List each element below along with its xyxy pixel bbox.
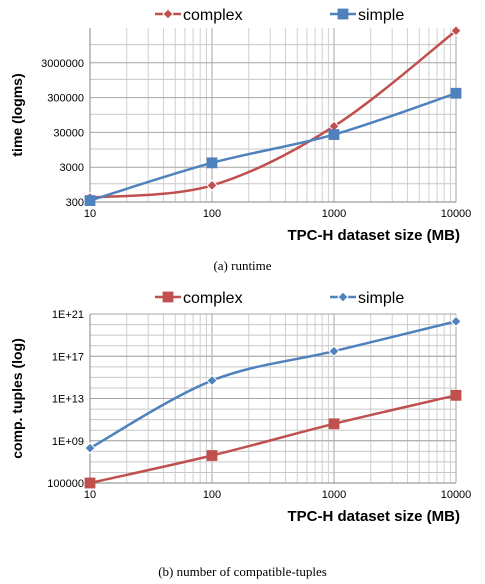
point-complex <box>450 25 462 37</box>
y-tick-label: 1E+21 <box>52 309 84 321</box>
legend-marker-simple <box>337 291 349 303</box>
x-tick-label: 100 <box>203 489 221 501</box>
legend-marker-complex <box>162 8 174 20</box>
series-simple <box>84 315 462 454</box>
y-tick-label: 300000 <box>47 93 84 105</box>
point-simple <box>328 345 340 357</box>
caption-compatible-tuples: (b) number of compatible-tuples <box>158 564 327 579</box>
y-tick-label: 300 <box>66 197 84 209</box>
x-tick-label: 10 <box>84 489 96 501</box>
x-tick-label: 10000 <box>441 489 472 501</box>
legend-label-complex: complex <box>183 290 243 307</box>
series-line-complex <box>89 29 457 199</box>
chart-1: 100000 1E+09 1E+13 1E+17 1E+21 10 100 1000 10000… <box>9 290 471 525</box>
point-simple <box>84 442 96 454</box>
x-axis-title: TPC-H dataset size (MB) <box>287 227 460 244</box>
y-tick-label: 1E+13 <box>52 394 84 406</box>
x-tick-label: 1000 <box>322 489 346 501</box>
series-complex <box>84 389 462 489</box>
point-simple <box>206 374 218 387</box>
x-tick-label: 100 <box>203 208 221 220</box>
y-tick-label: 3000 <box>60 162 84 174</box>
y-axis-title: comp. tuples (log) <box>9 338 25 459</box>
series-line-complex <box>89 394 457 485</box>
point-simple <box>328 129 340 140</box>
y-tick-label: 1E+17 <box>52 351 84 363</box>
x-axis-title: TPC-H dataset size (MB) <box>287 508 460 525</box>
point-complex <box>328 418 340 430</box>
legend-marker-complex <box>162 291 174 303</box>
series-simple <box>84 87 462 206</box>
point-simple <box>450 87 462 99</box>
point-complex <box>206 179 218 192</box>
series-line-simple <box>89 320 457 450</box>
x-tick-label: 1000 <box>322 208 346 220</box>
gridlines <box>89 28 457 203</box>
legend-label-simple: simple <box>358 7 404 24</box>
y-tick-label: 1E+09 <box>52 436 84 448</box>
point-simple <box>84 195 96 206</box>
x-tick-label: 10 <box>84 208 96 220</box>
gridlines <box>89 313 457 484</box>
y-tick-label: 3000000 <box>41 58 84 70</box>
point-simple <box>450 315 462 328</box>
legend-label-simple: simple <box>358 290 404 307</box>
caption-runtime: (a) runtime <box>213 258 272 273</box>
series-line-simple <box>89 92 457 202</box>
y-tick-label: 30000 <box>53 127 84 139</box>
y-tick-label: 100000 <box>47 478 84 490</box>
legend-marker-simple <box>337 8 349 20</box>
legend-label-complex: complex <box>183 7 243 24</box>
legend: complex simple <box>155 290 404 307</box>
point-complex <box>84 477 96 489</box>
y-axis-title: time (logms) <box>9 73 25 156</box>
point-simple <box>206 157 218 169</box>
x-tick-label: 10000 <box>441 208 472 220</box>
legend: complex simple <box>155 7 404 24</box>
point-complex <box>450 389 462 401</box>
point-complex <box>206 450 218 461</box>
chart-0: 300 3000 30000 300000 3000000 10 100 1000 10000 T… <box>9 7 471 244</box>
